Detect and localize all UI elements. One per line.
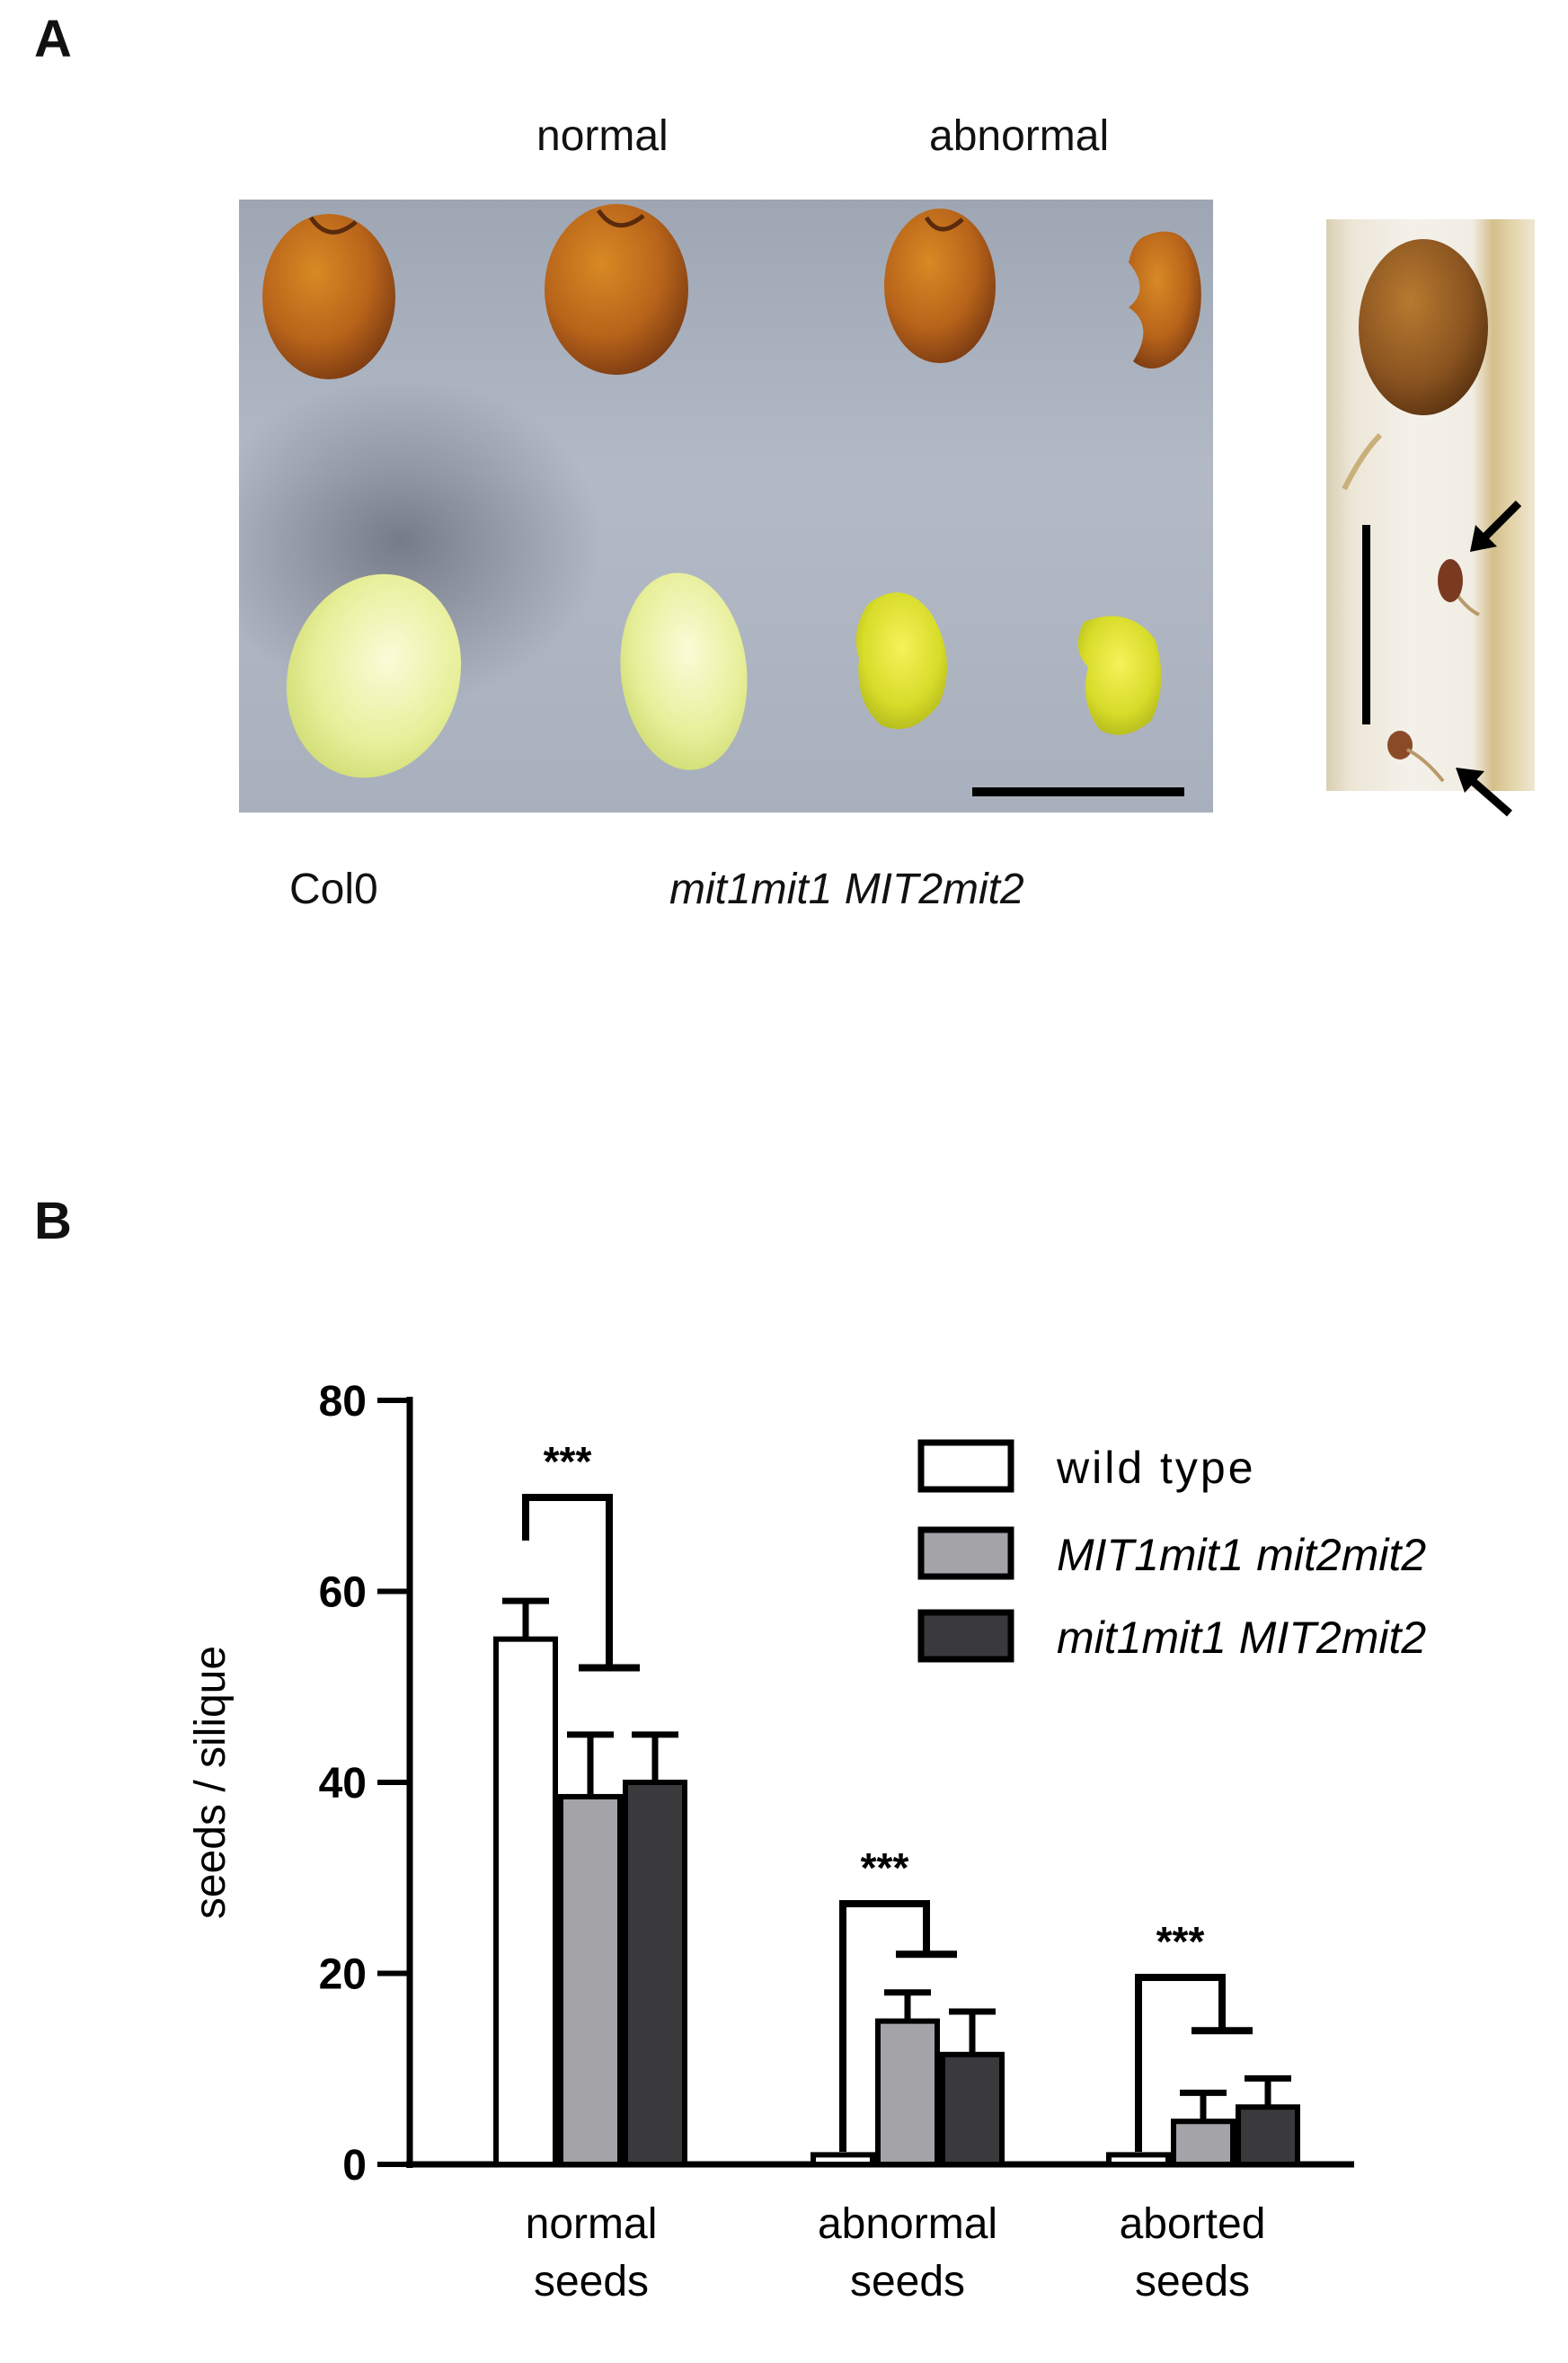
x-tick-label: abnormal — [818, 2200, 997, 2248]
bar — [1106, 2152, 1171, 2167]
bar-chart: 0 20 40 60 80 seeds / silique *** *** *** normal s… — [187, 1378, 1426, 2305]
significance-label: *** — [861, 1844, 909, 1891]
legend-label: wild type — [1056, 1443, 1256, 1493]
legend-swatch — [917, 1609, 1014, 1663]
legend-swatch — [917, 1526, 1014, 1580]
y-tick-label: 20 — [319, 1951, 367, 1999]
x-tick-label: aborted — [1120, 2200, 1266, 2248]
y-tick-label: 40 — [319, 1760, 367, 1808]
panel-a-letter: A — [34, 10, 72, 68]
significance-bracket — [839, 1900, 930, 2152]
bar — [1236, 2104, 1300, 2167]
header-normal: normal — [536, 112, 669, 160]
legend-label: MIT1mit1 mit2mit2 — [1057, 1530, 1426, 1580]
scale-bar-main — [972, 787, 1184, 796]
embryo-mutant-normal — [620, 573, 748, 770]
embryo-col0 — [286, 573, 462, 778]
scale-bar-side — [1362, 525, 1370, 724]
legend-label: mit1mit1 MIT2mit2 — [1057, 1612, 1426, 1663]
embryo-mutant-abnormal-1 — [855, 592, 947, 730]
embryo-mutant-abnormal-2 — [1077, 616, 1162, 735]
y-tick-label: 60 — [319, 1569, 367, 1617]
bar — [940, 2051, 1005, 2167]
bar — [493, 1636, 558, 2167]
bar — [875, 2018, 940, 2167]
bar — [1171, 2119, 1236, 2167]
arrow-icon — [1470, 500, 1522, 552]
significance-bracket — [522, 1494, 613, 1668]
silique-photo — [1326, 219, 1535, 791]
legend-swatch — [917, 1439, 1014, 1493]
significance-label: *** — [544, 1438, 592, 1485]
significance-bracket — [1135, 1974, 1226, 2152]
panel-b-letter: B — [34, 1192, 72, 1250]
seed-col0-mature — [262, 214, 395, 379]
seed-mutant-abnormal-mature-1 — [884, 209, 996, 363]
y-axis-label: seeds / silique — [187, 1646, 235, 1919]
y-tick-label: 0 — [342, 2142, 367, 2190]
significance-label: *** — [1156, 1918, 1205, 1965]
y-tick-label: 80 — [319, 1378, 367, 1426]
seed-photo-main — [239, 200, 1213, 813]
seed-mutant-normal-mature — [545, 204, 688, 375]
bar — [811, 2152, 875, 2167]
bar — [558, 1793, 623, 2167]
header-abnormal: abnormal — [929, 112, 1110, 160]
label-col0: Col0 — [289, 866, 378, 913]
x-tick-label: seeds — [534, 2258, 649, 2305]
x-tick-label: seeds — [1135, 2258, 1250, 2305]
x-tick-label: normal — [526, 2200, 658, 2248]
arrow-icon — [1456, 768, 1512, 817]
label-mutant: mit1mit1 MIT2mit2 — [669, 866, 1024, 913]
seed-mutant-abnormal-mature-2 — [1129, 231, 1201, 369]
x-tick-label: seeds — [850, 2258, 965, 2305]
bar — [623, 1780, 687, 2167]
arrow-markers — [1456, 500, 1522, 817]
